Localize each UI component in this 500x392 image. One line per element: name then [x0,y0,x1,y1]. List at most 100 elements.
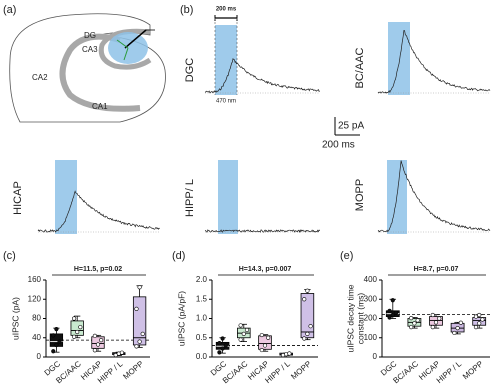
data-point [57,339,62,344]
data-point [302,336,307,341]
data-point [262,343,268,348]
data-point [287,351,292,356]
data-point [217,350,222,355]
region-label: DG [84,31,96,40]
trace [204,57,321,94]
y-axis-label: uIPSC decay time [345,284,355,352]
data-point [412,321,417,326]
panel-label: (b) [180,4,193,16]
y-tick-label: 160 [28,275,42,284]
data-point [71,334,77,339]
hippocampus-diagram: DG CA3 CA2 CA1 [9,13,166,123]
data-point [95,342,101,347]
data-point [266,335,271,340]
y-tick-label: 0.5 [196,333,208,342]
data-point [134,306,139,311]
x-tick-label: HIPP / L [435,359,464,385]
data-point [390,298,395,303]
stim-scale: 200 ms 470 nm 25 pA 200 ms [214,7,364,151]
trace [37,190,160,233]
data-point [99,338,104,343]
data-point [241,331,246,337]
y-tick-label: 0 [373,352,378,361]
data-point [305,331,310,337]
stat-annotation: H=11.5, p=0.02 [74,266,122,273]
trace-label: DGC [184,58,196,83]
region-label: CA3 [82,45,98,54]
data-point [78,325,83,330]
data-point [220,346,225,351]
x-tick-label: MOPP [289,359,313,381]
y-tick-label: 100 [364,333,378,342]
y-axis-label: uIPSC (pA/pF) [176,291,186,346]
data-point [54,326,59,332]
data-point [458,320,463,325]
light-pulse [55,160,77,234]
stat-annotation: H=8.7, p=0.07 [414,266,459,273]
y-tick-label: 40 [32,333,41,342]
data-point [244,327,250,333]
data-point [305,288,310,293]
region-label: CA2 [32,73,48,82]
light-pulse [388,22,410,95]
light-pulse [218,160,238,234]
data-point [259,332,264,338]
y-tick-label: 0 [37,352,42,361]
data-point [302,297,307,302]
data-point [137,285,142,290]
trace-label: HICAP [12,181,24,215]
y-tick-label: 400 [364,275,378,284]
scale-x-label: 200 ms [322,140,355,151]
data-point [92,348,97,353]
data-point [54,342,59,348]
data-point [75,329,80,335]
data-point [223,343,228,348]
data-point [387,308,392,313]
data-point [308,324,313,329]
data-point [51,349,56,354]
data-point [433,320,439,325]
stat-annotation: H=14.3, p=0.007 [239,266,292,273]
stim-width: 200 ms [216,7,237,13]
x-tick-label: MOPP [461,359,485,381]
panel-label: (e) [340,250,353,262]
box [70,320,84,336]
trace [377,160,491,233]
y-tick-label: 300 [364,294,378,303]
data-point [480,317,485,322]
data-point [430,312,435,318]
cell [116,39,129,49]
ca-band [59,33,141,112]
data-point [137,339,142,344]
data-point [387,315,392,320]
y-axis-label: uIPSC (pA) [10,297,20,340]
panel-label: (a) [3,4,16,16]
data-point [220,336,225,341]
data-point [140,331,145,337]
scale-y-label: 25 pA [338,121,364,132]
y-tick-label: 1.5 [196,294,208,303]
panel-label: (d) [172,250,185,262]
trace [204,229,321,233]
cell [123,47,129,61]
trace-label: BC/AAC [354,47,366,88]
trace-label: HIPP/ L [184,179,196,217]
data-point [473,314,479,319]
trace-label: MOPP [354,179,366,211]
dg-band [98,28,152,70]
data-point [477,312,482,318]
data-point [415,318,420,323]
data-point [92,333,97,338]
data-point [217,341,222,346]
x-tick-label: MOPP [121,359,145,381]
data-point [393,310,399,315]
panel-label: (c) [3,250,16,262]
y-tick-label: 1.0 [196,314,208,323]
y-tick-label: 0.0 [196,352,208,361]
light-pulse [215,25,237,95]
data-point [134,344,139,349]
electrode [124,29,147,49]
data-point [390,312,395,318]
data-point [430,325,435,330]
